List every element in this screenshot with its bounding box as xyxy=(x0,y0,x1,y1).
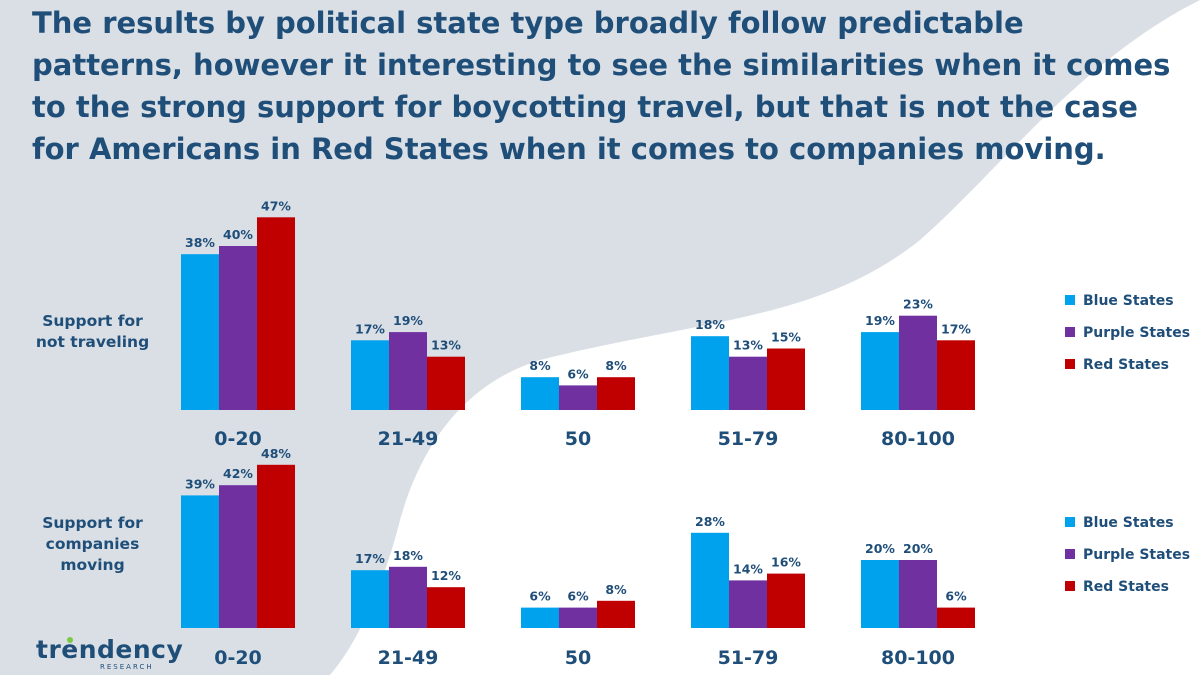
category-label: 50 xyxy=(565,428,591,450)
category-label: 80-100 xyxy=(881,647,955,669)
category-label: 0-20 xyxy=(214,428,262,450)
data-label: 18% xyxy=(393,548,423,563)
legend-label: Blue States xyxy=(1083,293,1174,309)
bar xyxy=(351,340,389,410)
legend-swatch xyxy=(1065,581,1075,591)
bar xyxy=(861,332,899,410)
row-label-line: not traveling xyxy=(35,333,150,351)
data-label: 12% xyxy=(431,568,461,583)
row-label-line: companies xyxy=(45,535,140,553)
bar xyxy=(427,356,465,410)
logo-subtitle: RESEARCH xyxy=(100,663,154,671)
bar xyxy=(257,217,295,410)
data-label: 17% xyxy=(355,551,385,566)
data-label: 13% xyxy=(431,338,461,353)
legend-label: Purple States xyxy=(1083,547,1190,563)
data-label: 17% xyxy=(355,321,385,336)
legend-label: Red States xyxy=(1083,357,1169,373)
data-label: 13% xyxy=(733,338,763,353)
row-label-line: Support for xyxy=(42,312,143,330)
bar xyxy=(597,377,635,410)
data-label: 15% xyxy=(771,330,801,345)
category-label: 80-100 xyxy=(881,428,955,450)
bar xyxy=(559,607,597,628)
bar xyxy=(899,315,937,410)
data-label: 20% xyxy=(903,541,933,556)
category-label: 0-20 xyxy=(214,647,262,669)
bar xyxy=(767,348,805,410)
data-label: 19% xyxy=(865,313,895,328)
data-label: 8% xyxy=(605,358,627,373)
data-label: 6% xyxy=(945,589,967,604)
data-label: 20% xyxy=(865,541,895,556)
trendency-logo: trendency RESEARCH xyxy=(36,636,183,672)
data-label: 8% xyxy=(529,358,551,373)
bar xyxy=(559,385,597,410)
bar xyxy=(597,600,635,628)
legend-swatch xyxy=(1065,549,1075,559)
legend-label: Blue States xyxy=(1083,515,1174,531)
bar xyxy=(389,332,427,410)
bar xyxy=(219,246,257,410)
bar xyxy=(767,573,805,628)
data-label: 8% xyxy=(605,582,627,597)
row-label-line: moving xyxy=(60,556,125,574)
data-label: 16% xyxy=(771,555,801,570)
category-label: 50 xyxy=(565,647,591,669)
data-label: 48% xyxy=(261,446,291,461)
legend-swatch xyxy=(1065,517,1075,527)
bar xyxy=(181,495,219,628)
bar xyxy=(729,580,767,628)
legend-swatch xyxy=(1065,359,1075,369)
data-label: 6% xyxy=(567,366,589,381)
category-label: 21-49 xyxy=(378,647,439,669)
row-label-companies-moving: Support for companies moving xyxy=(20,513,165,576)
bar xyxy=(521,607,559,628)
bar xyxy=(937,607,975,628)
bar xyxy=(691,336,729,410)
logo-accent-icon xyxy=(67,637,73,643)
logo-wordmark: trendency xyxy=(36,635,184,664)
data-label: 17% xyxy=(941,321,971,336)
bar xyxy=(937,340,975,410)
legend-label: Red States xyxy=(1083,579,1169,595)
bar xyxy=(899,560,937,628)
bar xyxy=(729,356,767,410)
data-label: 39% xyxy=(185,476,215,491)
bar xyxy=(389,566,427,628)
bar xyxy=(427,587,465,628)
bar xyxy=(219,485,257,628)
bar xyxy=(861,560,899,628)
bar xyxy=(351,570,389,628)
data-label: 38% xyxy=(185,235,215,250)
bar xyxy=(181,254,219,410)
row-label-not-traveling: Support for not traveling xyxy=(20,311,165,353)
data-label: 19% xyxy=(393,313,423,328)
data-label: 47% xyxy=(261,198,291,213)
headline: The results by political state type broa… xyxy=(32,6,1171,166)
category-label: 21-49 xyxy=(378,428,439,450)
data-label: 14% xyxy=(733,561,763,576)
data-label: 6% xyxy=(567,589,589,604)
data-label: 42% xyxy=(223,466,253,481)
category-label: 51-79 xyxy=(718,647,779,669)
row-label-line: Support for xyxy=(42,514,143,532)
bar xyxy=(691,532,729,628)
bar xyxy=(257,464,295,628)
data-label: 23% xyxy=(903,297,933,312)
legend-swatch xyxy=(1065,295,1075,305)
legend-swatch xyxy=(1065,327,1075,337)
data-label: 40% xyxy=(223,227,253,242)
data-label: 6% xyxy=(529,589,551,604)
data-label: 28% xyxy=(695,514,725,529)
data-label: 18% xyxy=(695,317,725,332)
bar xyxy=(521,377,559,410)
category-label: 51-79 xyxy=(718,428,779,450)
legend-label: Purple States xyxy=(1083,325,1190,341)
